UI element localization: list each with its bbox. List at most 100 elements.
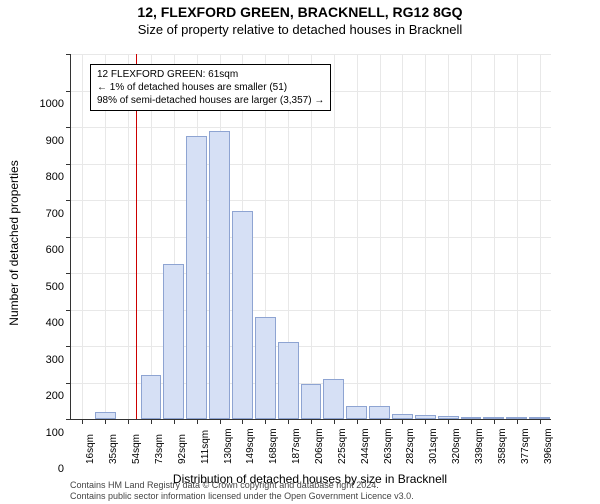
xtick-label: 130sqm <box>223 428 234 464</box>
gridline-v <box>357 54 358 419</box>
ytick-label: 500 <box>24 281 64 293</box>
xtick-mark <box>357 419 358 424</box>
xtick-label: 320sqm <box>451 428 462 464</box>
xtick-label: 111sqm <box>200 430 211 464</box>
annotation-box: 12 FLEXFORD GREEN: 61sqm ← 1% of detache… <box>90 64 331 111</box>
xtick-mark <box>174 419 175 424</box>
xtick-label: 244sqm <box>360 428 371 464</box>
gridline-v <box>380 54 381 419</box>
histogram-bar <box>278 342 299 419</box>
xtick-label: 149sqm <box>245 428 256 464</box>
ytick-mark <box>66 383 71 384</box>
histogram-bar <box>209 131 230 419</box>
xtick-mark <box>265 419 266 424</box>
histogram-bar <box>255 317 276 419</box>
gridline-v <box>334 54 335 419</box>
histogram-bar <box>461 417 482 419</box>
xtick-label: 187sqm <box>291 428 302 464</box>
annotation-line-2: ← 1% of detached houses are smaller (51) <box>97 81 324 94</box>
gridline-v <box>540 54 541 419</box>
histogram-bar <box>301 384 322 419</box>
xtick-label: 396sqm <box>543 428 554 464</box>
histogram-bar <box>392 414 413 419</box>
annotation-line-3: 98% of semi-detached houses are larger (… <box>97 94 324 107</box>
xtick-mark <box>151 419 152 424</box>
histogram-bar <box>506 417 527 419</box>
ytick-mark <box>66 164 71 165</box>
histogram-bar <box>323 379 344 419</box>
histogram-bar <box>95 412 116 419</box>
histogram-bar <box>346 406 367 419</box>
ytick-mark <box>66 273 71 274</box>
annotation-line-1: 12 FLEXFORD GREEN: 61sqm <box>97 68 324 81</box>
histogram-bar <box>483 417 504 419</box>
xtick-mark <box>402 419 403 424</box>
xtick-label: 301sqm <box>428 428 439 464</box>
histogram-bar <box>369 406 390 419</box>
ytick-label: 800 <box>24 171 64 183</box>
xtick-mark <box>425 419 426 424</box>
gridline-v <box>82 54 83 419</box>
xtick-label: 54sqm <box>131 434 142 464</box>
xtick-label: 16sqm <box>85 434 96 464</box>
xtick-mark <box>242 419 243 424</box>
xtick-mark <box>105 419 106 424</box>
xtick-mark <box>471 419 472 424</box>
gridline-v <box>448 54 449 419</box>
xtick-label: 73sqm <box>154 434 165 464</box>
xtick-mark <box>288 419 289 424</box>
xtick-mark <box>540 419 541 424</box>
xtick-label: 377sqm <box>520 428 531 464</box>
ytick-label: 1000 <box>24 98 64 110</box>
xtick-mark <box>128 419 129 424</box>
ytick-mark <box>66 237 71 238</box>
chart-area: Number of detached properties 12 FLEXFOR… <box>70 54 550 419</box>
histogram-bar <box>415 415 436 419</box>
xtick-label: 168sqm <box>268 428 279 464</box>
ytick-label: 200 <box>24 390 64 402</box>
xtick-label: 282sqm <box>405 428 416 464</box>
xtick-label: 339sqm <box>474 428 485 464</box>
ytick-label: 600 <box>24 244 64 256</box>
xtick-mark <box>448 419 449 424</box>
histogram-bar <box>141 375 162 419</box>
ytick-mark <box>66 346 71 347</box>
histogram-bar <box>163 264 184 419</box>
histogram-bar <box>438 416 459 419</box>
xtick-mark <box>380 419 381 424</box>
xtick-label: 263sqm <box>383 428 394 464</box>
ytick-mark <box>66 310 71 311</box>
xtick-mark <box>82 419 83 424</box>
histogram-bar <box>529 417 550 419</box>
ytick-mark <box>66 419 71 420</box>
xtick-mark <box>197 419 198 424</box>
xtick-label: 92sqm <box>177 434 188 464</box>
ytick-label: 400 <box>24 317 64 329</box>
histogram-bar <box>232 211 253 419</box>
ytick-label: 100 <box>24 427 64 439</box>
ytick-label: 900 <box>24 135 64 147</box>
gridline-v <box>517 54 518 419</box>
footer-line-2: Contains public sector information licen… <box>70 491 414 502</box>
xtick-mark <box>494 419 495 424</box>
ytick-label: 0 <box>24 463 64 475</box>
xtick-mark <box>311 419 312 424</box>
gridline-v <box>471 54 472 419</box>
ytick-mark <box>66 54 71 55</box>
ytick-label: 300 <box>24 354 64 366</box>
xtick-label: 225sqm <box>337 428 348 464</box>
gridline-v <box>494 54 495 419</box>
xtick-mark <box>517 419 518 424</box>
xtick-mark <box>220 419 221 424</box>
gridline-v <box>402 54 403 419</box>
xtick-label: 206sqm <box>314 428 325 464</box>
page-title: 12, FLEXFORD GREEN, BRACKNELL, RG12 8GQ <box>0 4 600 20</box>
gridline-v <box>425 54 426 419</box>
ytick-mark <box>66 200 71 201</box>
y-axis-label: Number of detached properties <box>7 143 21 343</box>
histogram-bar <box>186 136 207 419</box>
ytick-mark <box>66 127 71 128</box>
footer-line-1: Contains HM Land Registry data © Crown c… <box>70 480 414 491</box>
chart-subtitle: Size of property relative to detached ho… <box>0 22 600 37</box>
footer-text: Contains HM Land Registry data © Crown c… <box>70 480 414 503</box>
